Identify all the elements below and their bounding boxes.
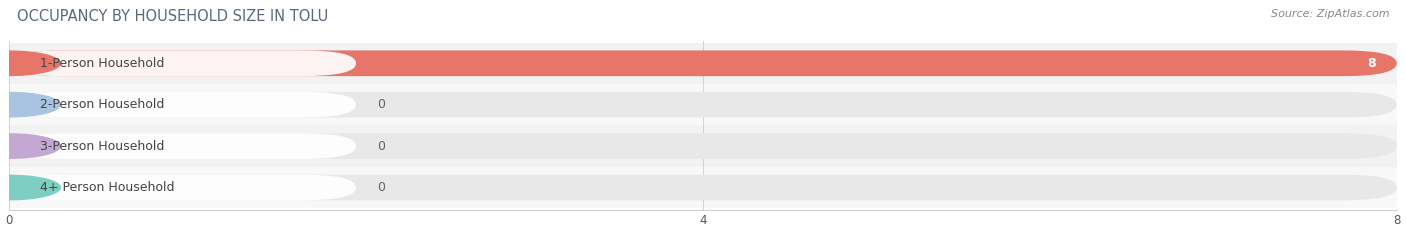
FancyBboxPatch shape (10, 133, 356, 159)
Bar (10, 125, 1396, 167)
Text: 8: 8 (1367, 57, 1376, 70)
Circle shape (0, 175, 60, 200)
Text: 0: 0 (377, 181, 385, 194)
Bar (10, 167, 1396, 208)
FancyBboxPatch shape (10, 50, 356, 76)
Text: 0: 0 (377, 140, 385, 153)
Bar (10, 43, 1396, 84)
Text: 4+ Person Household: 4+ Person Household (41, 181, 174, 194)
FancyBboxPatch shape (10, 92, 1396, 117)
Text: 2-Person Household: 2-Person Household (41, 98, 165, 111)
Text: 1-Person Household: 1-Person Household (41, 57, 165, 70)
Text: Source: ZipAtlas.com: Source: ZipAtlas.com (1271, 9, 1389, 19)
FancyBboxPatch shape (10, 175, 1396, 200)
Circle shape (0, 51, 60, 75)
FancyBboxPatch shape (10, 133, 1396, 159)
Circle shape (0, 93, 60, 117)
Circle shape (0, 134, 60, 158)
FancyBboxPatch shape (10, 50, 1396, 76)
Text: 0: 0 (377, 98, 385, 111)
Text: 3-Person Household: 3-Person Household (41, 140, 165, 153)
Bar (10, 84, 1396, 125)
Text: OCCUPANCY BY HOUSEHOLD SIZE IN TOLU: OCCUPANCY BY HOUSEHOLD SIZE IN TOLU (17, 9, 328, 24)
FancyBboxPatch shape (10, 175, 356, 200)
FancyBboxPatch shape (10, 92, 356, 117)
FancyBboxPatch shape (10, 50, 1396, 76)
